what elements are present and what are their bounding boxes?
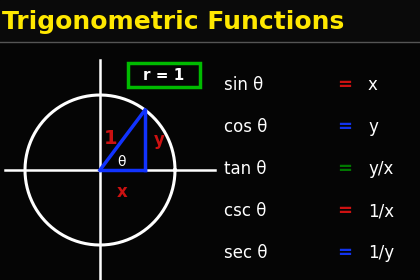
Text: tan θ: tan θ bbox=[224, 160, 272, 178]
Text: θ: θ bbox=[118, 155, 126, 169]
Text: sec θ: sec θ bbox=[224, 244, 273, 262]
Text: =: = bbox=[338, 244, 352, 262]
Bar bbox=[0, 0, 420, 42]
Text: sin θ: sin θ bbox=[224, 76, 268, 94]
Text: csc θ: csc θ bbox=[224, 202, 272, 220]
Text: =: = bbox=[338, 160, 352, 178]
Bar bbox=[128, 63, 200, 87]
Text: r = 1: r = 1 bbox=[143, 67, 185, 83]
Text: x: x bbox=[117, 183, 128, 201]
Text: =: = bbox=[338, 76, 352, 94]
Text: =: = bbox=[338, 118, 352, 136]
Text: cos θ: cos θ bbox=[224, 118, 273, 136]
Text: y/x: y/x bbox=[368, 160, 394, 178]
Text: Trigonometric Functions: Trigonometric Functions bbox=[2, 10, 344, 34]
Text: y: y bbox=[154, 131, 165, 149]
Text: 1/x: 1/x bbox=[368, 202, 394, 220]
Text: =: = bbox=[338, 202, 352, 220]
Text: 1/y: 1/y bbox=[368, 244, 394, 262]
Text: x: x bbox=[368, 76, 378, 94]
Text: y: y bbox=[368, 118, 378, 136]
Text: 1: 1 bbox=[103, 129, 117, 148]
